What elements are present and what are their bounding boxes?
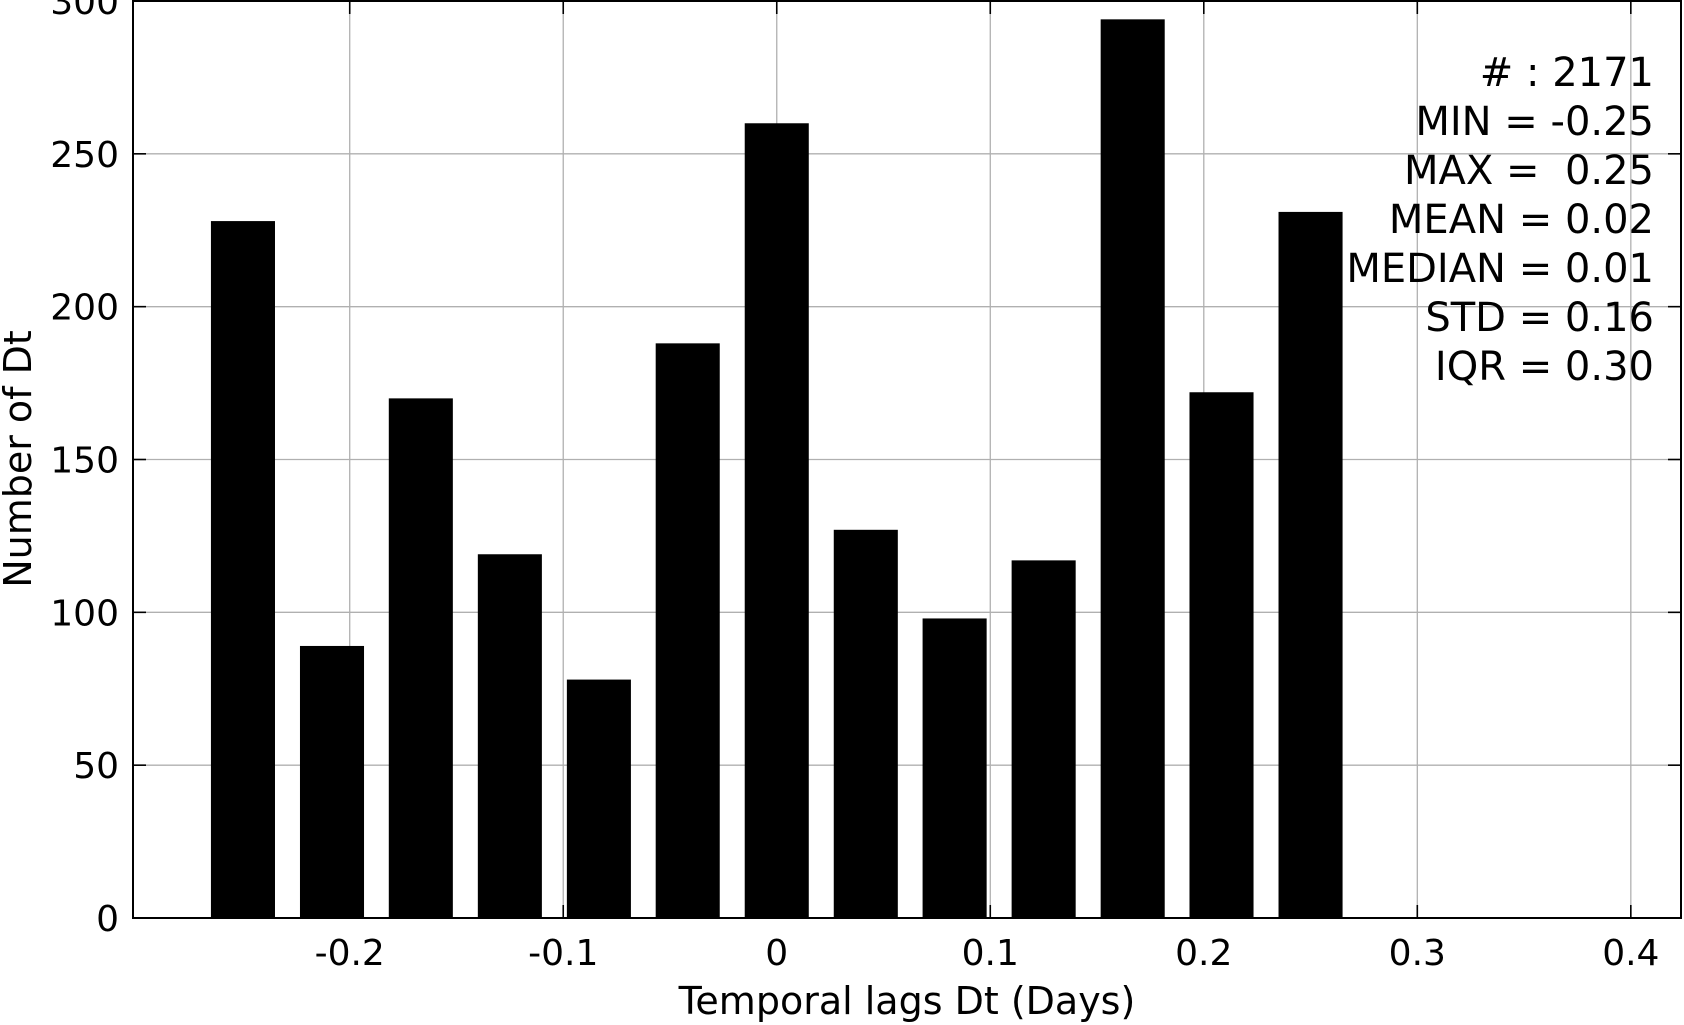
x-tick-label: 0.3: [1389, 933, 1446, 974]
x-tick-label: 0.4: [1602, 933, 1659, 974]
stats-line: MEAN = 0.02: [1389, 197, 1654, 243]
histogram-bar: [1278, 211, 1343, 918]
histogram-bar: [1189, 392, 1254, 919]
bars: [210, 19, 1343, 919]
y-tick-label: 200: [50, 288, 119, 329]
histogram-bar: [388, 398, 453, 918]
x-tick-label: 0.2: [1175, 933, 1232, 974]
y-tick-label: 300: [50, 0, 119, 23]
histogram-bar: [210, 221, 275, 918]
y-tick-label: 250: [50, 135, 119, 176]
stats-line: MAX = 0.25: [1404, 148, 1654, 194]
stats-line: MIN = -0.25: [1415, 99, 1654, 145]
y-tick-label: 0: [96, 899, 119, 940]
tick-labels: -0.2 -0.1 0 0.1 0.2 0.3 0.4 0 50 100 150 200 250 300: [50, 0, 1659, 974]
stats-line: MEDIAN = 0.01: [1346, 246, 1654, 292]
y-tick-label: 50: [73, 746, 119, 787]
x-tick-label: -0.2: [315, 933, 385, 974]
histogram-bar: [744, 123, 809, 919]
histogram-bar: [477, 554, 542, 918]
stats-line: # : 2171: [1480, 50, 1654, 96]
y-tick-label: 150: [50, 441, 119, 482]
histogram-bar: [833, 529, 898, 918]
histogram-bar: [655, 343, 720, 918]
y-axis-title: Number of Dt: [0, 330, 40, 588]
histogram-bar: [1011, 560, 1076, 918]
y-tick-label: 100: [50, 593, 119, 634]
axis-ticks: [133, 0, 1681, 919]
stats-line: STD = 0.16: [1425, 295, 1654, 341]
histogram-bar: [1100, 19, 1165, 918]
histogram-bar: [922, 618, 987, 918]
histogram-bar: [566, 679, 631, 918]
x-tick-label: 0: [765, 933, 788, 974]
x-axis-title: Temporal lags Dt (Days): [678, 979, 1136, 1023]
histogram-bar: [299, 645, 365, 918]
x-tick-label: 0.1: [962, 933, 1019, 974]
stats-line: IQR = 0.30: [1435, 344, 1654, 390]
x-tick-label: -0.1: [528, 933, 598, 974]
